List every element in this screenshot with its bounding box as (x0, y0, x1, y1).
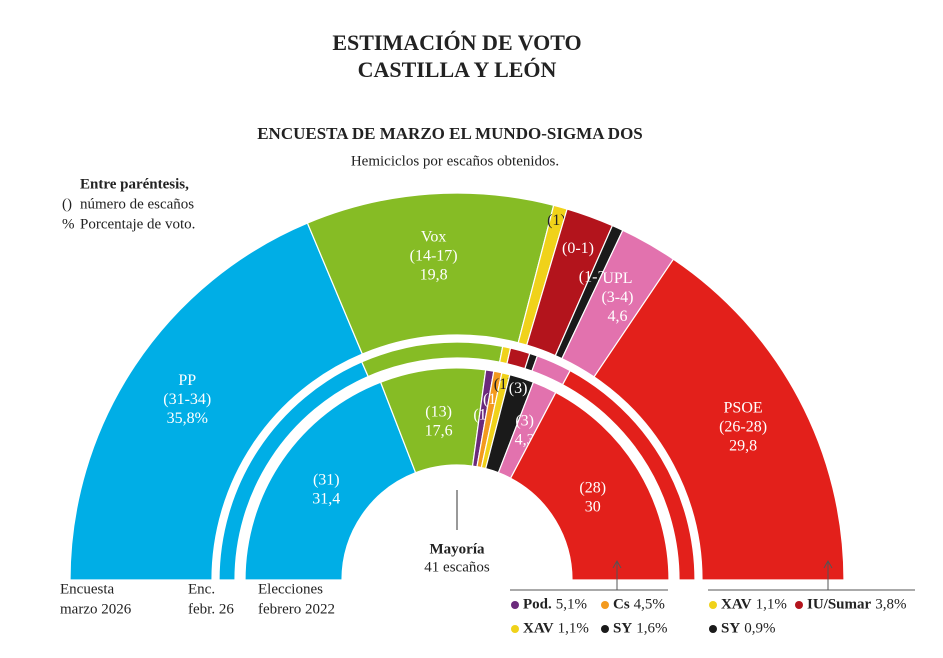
segment (561, 369, 696, 581)
seats-label: (1) (547, 212, 566, 229)
name: PSOE (724, 400, 763, 417)
seats-label: (13) (425, 404, 452, 421)
legend-value: 4,5% (634, 596, 665, 612)
segment (509, 391, 670, 581)
seats-label: (31) (313, 472, 340, 489)
segment (593, 258, 845, 581)
note-title: Entre paréntesis, (80, 176, 189, 192)
value-label: 35,8% (167, 410, 208, 427)
title: ESTIMACIÓN DE VOTO (332, 30, 581, 55)
legend-swatch (709, 625, 717, 633)
ring-label: febrero 2022 (258, 601, 335, 617)
legend-swatch (795, 601, 803, 609)
legend-name: XAV (721, 596, 752, 612)
legend-value: 0,9% (744, 620, 775, 636)
legend-arrowhead (823, 559, 833, 569)
legend-swatch (601, 625, 609, 633)
legend-name: SY (613, 620, 632, 636)
value-label: 17,6 (425, 423, 453, 440)
value-label: 4,6 (607, 308, 627, 325)
legend-swatch (511, 601, 519, 609)
value-label: 19,8 (420, 267, 448, 284)
seats-label: (3) (515, 412, 534, 429)
seats-label: (14-17) (410, 248, 458, 265)
seats-label: (3-4) (601, 289, 633, 306)
note-symbol: () (62, 196, 72, 212)
legend-value: 3,8% (875, 596, 906, 612)
ring-label: marzo 2026 (60, 601, 132, 617)
legend-swatch (709, 601, 717, 609)
segment (69, 222, 364, 581)
ring-label: Encuesta (60, 581, 114, 597)
title: CASTILLA Y LEÓN (358, 57, 557, 82)
seats-label: (28) (579, 479, 606, 496)
legend-name: SY (721, 620, 740, 636)
note-symbol: % (62, 216, 75, 232)
value-label: 29,8 (729, 438, 757, 455)
legend-arrowhead (612, 559, 622, 569)
name: Vox (421, 229, 447, 246)
seats-label: (3) (509, 380, 528, 397)
legend-swatch (601, 601, 609, 609)
seats-label: (31-34) (163, 391, 211, 408)
seats-label: (26-28) (719, 419, 767, 436)
name: PP (178, 372, 196, 389)
subtitle: ENCUESTA DE MARZO EL MUNDO-SIGMA DOS (257, 124, 643, 143)
segment (244, 381, 417, 581)
ring-label: febr. 26 (188, 601, 234, 617)
note-text: número de escaños (80, 196, 194, 212)
legend-value: 1,1% (756, 596, 787, 612)
name: UPL (602, 270, 632, 287)
value-label: 30 (585, 498, 601, 515)
seats-label: (0-1) (562, 240, 594, 257)
note-text: Porcentaje de voto. (80, 216, 195, 232)
description: Hemiciclos por escaños obtenidos. (351, 153, 559, 169)
legend-swatch (511, 625, 519, 633)
legend-value: 1,6% (636, 620, 667, 636)
majority-label: Mayoría (430, 541, 485, 557)
legend-name: Pod. (523, 596, 552, 612)
legend-name: Cs (613, 596, 630, 612)
majority-text: 41 escaños (424, 559, 490, 575)
ring-label: Elecciones (258, 581, 323, 597)
ring-label: Enc. (188, 581, 215, 597)
legend-name: IU/Sumar (807, 596, 872, 612)
value-label: 31,4 (312, 491, 340, 508)
legend-value: 1,1% (558, 620, 589, 636)
legend-value: 5,1% (556, 596, 587, 612)
legend-name: XAV (523, 620, 554, 636)
